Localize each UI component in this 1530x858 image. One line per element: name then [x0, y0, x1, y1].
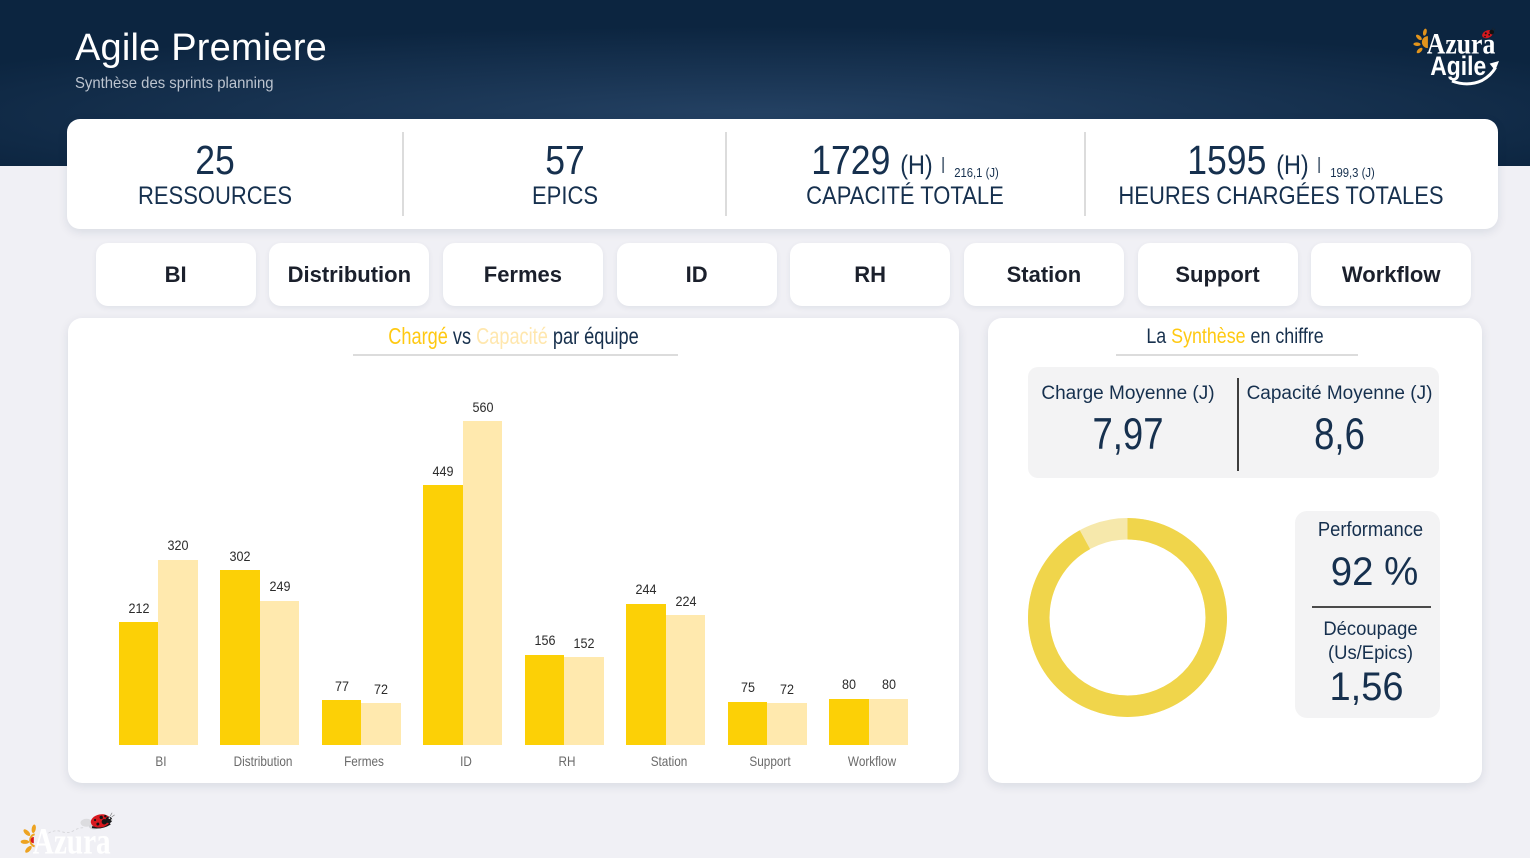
- svg-text:Azura: Azura: [33, 821, 111, 858]
- svg-text:Agile: Agile: [1430, 51, 1486, 81]
